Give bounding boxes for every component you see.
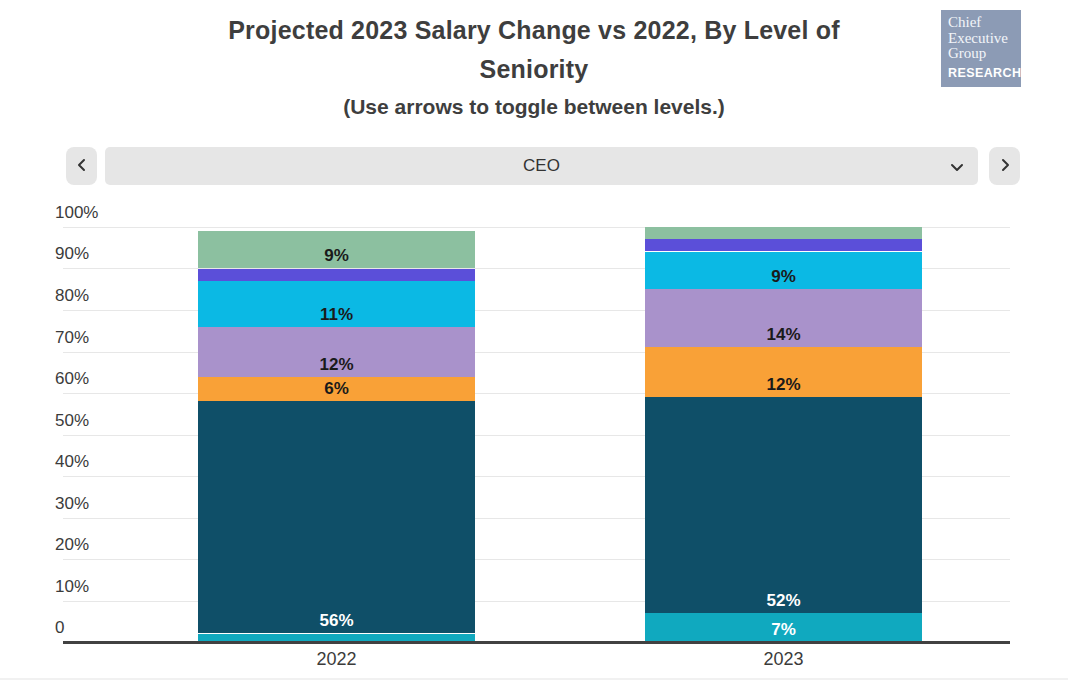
segment-value-label: 9% [645, 267, 922, 287]
y-axis-tick-label: 70% [55, 328, 89, 348]
y-axis-tick-label: 50% [55, 411, 89, 431]
segment-value-label: 52% [645, 591, 922, 611]
salary-chart-widget: Projected 2023 Salary Change vs 2022, By… [0, 0, 1068, 680]
bar-segment-lavender-2022[interactable]: 12% [198, 327, 475, 377]
y-axis-tick-label: 60% [55, 369, 89, 389]
segment-value-label: 9% [198, 246, 475, 266]
bar-segment-orange-2023[interactable]: 12% [645, 347, 922, 397]
segment-value-label: 12% [645, 375, 922, 395]
segment-value-label: 12% [198, 355, 475, 375]
x-axis-line [63, 641, 1010, 644]
x-axis-label-2023: 2023 [645, 649, 922, 670]
y-axis-tick-label: 100% [55, 203, 98, 223]
x-axis-label-2022: 2022 [198, 649, 475, 670]
bar-segment-teal-2023[interactable]: 7% [645, 613, 922, 642]
y-axis-tick-label: 40% [55, 452, 89, 472]
segment-value-label: 7% [645, 620, 922, 640]
bar-segment-cyan-2023[interactable]: 9% [645, 252, 922, 289]
y-axis-tick-label: 90% [55, 244, 89, 264]
bar-segment-violet-2022[interactable] [198, 269, 475, 281]
bar-segment-cyan-2022[interactable]: 11% [198, 281, 475, 327]
bar-segment-dark-teal-2022[interactable]: 56% [198, 401, 475, 633]
y-axis-tick-label: 20% [55, 535, 89, 555]
bar-segment-violet-2023[interactable] [645, 239, 922, 251]
y-axis-tick-label: 10% [55, 577, 89, 597]
segment-value-label: 14% [645, 325, 922, 345]
bar-segment-dark-teal-2023[interactable]: 52% [645, 397, 922, 613]
bar-segment-green-2023[interactable] [645, 227, 922, 239]
stacked-bar-chart: 100% 90% 80% 70% 60% 50% 40% 30% 20% 10% 0 56% 6% 12%… [0, 0, 1068, 680]
bar-segment-orange-2022[interactable]: 6% [198, 376, 475, 401]
bar-segment-green-2022[interactable]: 9% [198, 231, 475, 268]
segment-value-label: 11% [198, 305, 475, 325]
y-axis-tick-label: 0 [55, 618, 64, 638]
segment-value-label: 6% [198, 379, 475, 399]
bar-segment-lavender-2023[interactable]: 14% [645, 289, 922, 347]
y-axis-tick-label: 80% [55, 286, 89, 306]
segment-value-label: 56% [198, 611, 475, 631]
y-axis-tick-label: 30% [55, 494, 89, 514]
